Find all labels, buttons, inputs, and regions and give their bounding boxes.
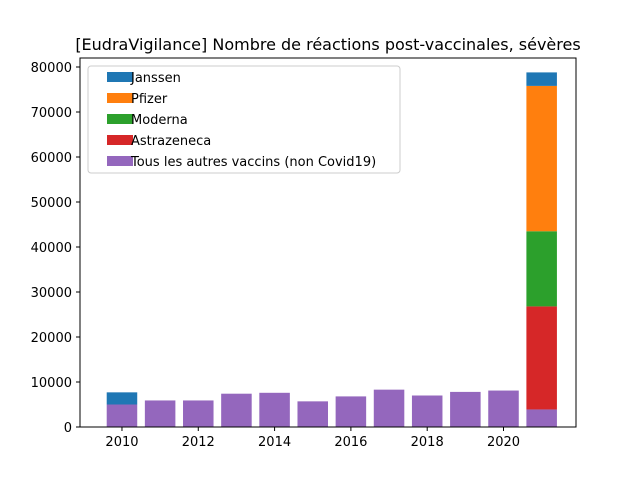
y-tick-label: 60000 xyxy=(31,151,72,166)
x-tick-label: 2016 xyxy=(334,435,367,450)
plot-frame xyxy=(79,57,577,428)
x-tick-label: 2014 xyxy=(258,435,291,450)
bar-tous-les-autres-vaccins-non-covid19-2016 xyxy=(335,396,367,427)
legend-swatch-astrazeneca xyxy=(107,135,133,145)
y-tick-label: 70000 xyxy=(31,106,72,121)
bars-layer xyxy=(106,72,557,427)
legend-swatch-pfizer xyxy=(107,93,133,103)
bar-tous-les-autres-vaccins-non-covid19-2017 xyxy=(373,389,405,427)
x-tick-label: 2012 xyxy=(182,435,215,450)
y-axis: 0 10000 20000 30000 40000 50000 60000 70000 8000… xyxy=(31,61,80,436)
bar-tous-les-autres-vaccins-non-covid19-2011 xyxy=(144,400,176,427)
legend-swatch-tous-les-autres-vaccins-non-covid19 xyxy=(107,156,133,166)
bar-tous-les-autres-vaccins-non-covid19-2018 xyxy=(411,395,443,427)
legend-label-tous-les-autres-vaccins-non-covid19: Tous les autres vaccins (non Covid19) xyxy=(130,155,376,170)
legend-box xyxy=(87,65,401,174)
bar-tous-les-autres-vaccins-non-covid19-2010 xyxy=(106,404,138,427)
bar-tous-les-autres-vaccins-non-covid19-2014 xyxy=(259,392,290,427)
y-tick-label: 20000 xyxy=(31,331,72,346)
bar-janssen-2010 xyxy=(106,392,138,405)
bar-pfizer-2021 xyxy=(526,85,557,232)
bar-tous-les-autres-vaccins-non-covid19-2012 xyxy=(183,400,214,427)
legend-label-janssen: Janssen xyxy=(130,71,181,86)
x-axis: 2010 2012 2014 2016 2018 2020 xyxy=(105,427,520,450)
y-tick-label: 40000 xyxy=(31,241,72,256)
y-tick-label: 0 xyxy=(64,421,72,436)
bar-tous-les-autres-vaccins-non-covid19-2013 xyxy=(221,393,252,427)
x-tick-label: 2020 xyxy=(487,435,520,450)
chart-title: [EudraVigilance] Nombre de réactions pos… xyxy=(75,35,580,54)
x-tick-label: 2010 xyxy=(105,435,138,450)
legend: Janssen Pfizer Moderna Astrazeneca Tous les … xyxy=(87,65,401,174)
bar-moderna-2021 xyxy=(526,231,557,307)
bar-tous-les-autres-vaccins-non-covid19-2015 xyxy=(297,401,328,427)
bar-tous-les-autres-vaccins-non-covid19-2019 xyxy=(450,391,481,427)
bar-astrazeneca-2021 xyxy=(526,306,557,410)
legend-swatch-moderna xyxy=(107,114,133,124)
y-tick-label: 30000 xyxy=(31,286,72,301)
bar-tous-les-autres-vaccins-non-covid19-2021 xyxy=(526,409,557,427)
y-tick-label: 10000 xyxy=(31,376,72,391)
legend-swatch-janssen xyxy=(107,72,133,82)
y-tick-label: 50000 xyxy=(31,196,72,211)
legend-label-astrazeneca: Astrazeneca xyxy=(131,134,211,149)
legend-label-moderna: Moderna xyxy=(131,113,188,128)
x-tick-label: 2018 xyxy=(411,435,444,450)
bar-tous-les-autres-vaccins-non-covid19-2020 xyxy=(488,390,519,427)
bar-janssen-2021 xyxy=(526,72,557,86)
legend-label-pfizer: Pfizer xyxy=(131,92,168,107)
y-tick-label: 80000 xyxy=(31,61,72,76)
